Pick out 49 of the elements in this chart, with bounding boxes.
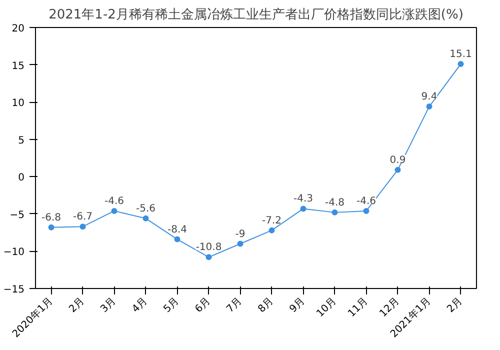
x-tick-label: 11月 xyxy=(346,296,370,320)
x-tick-label: 2月 xyxy=(67,296,87,315)
point xyxy=(426,104,432,110)
point xyxy=(142,215,149,222)
y-tick-label: 0 xyxy=(18,172,25,184)
data-label: -6.8 xyxy=(41,212,62,224)
data-label: -9 xyxy=(235,228,246,240)
point xyxy=(394,166,401,173)
point xyxy=(237,240,244,247)
data-label: -7.2 xyxy=(262,215,282,226)
y-tick-label: 20 xyxy=(12,24,25,34)
y-tick-label: −5 xyxy=(10,210,25,221)
data-label: 0.9 xyxy=(390,154,406,166)
data-label: -4.6 xyxy=(104,196,124,207)
x-tick-label: 2月 xyxy=(445,296,465,315)
data-label: -8.4 xyxy=(167,224,188,236)
x-tick-label: 7月 xyxy=(224,296,244,315)
point xyxy=(174,236,180,242)
point xyxy=(458,61,464,68)
x-tick-label: 8月 xyxy=(256,296,276,315)
y-tick-label: 5 xyxy=(18,135,25,146)
data-label: -4.3 xyxy=(293,194,314,205)
y-tick-label: −15 xyxy=(3,284,25,296)
point xyxy=(48,224,54,230)
x-tick-label: 9月 xyxy=(288,296,308,315)
chart-title: 2021年1-2月稀有稀土金属冶炼工业生产者出厂价格指数同比涨跌图(%) xyxy=(48,8,464,22)
x-tick-label: 3月 xyxy=(98,296,118,315)
x-tick-label: 10月 xyxy=(314,296,339,320)
y-tick-label: 15 xyxy=(12,60,25,72)
x-tick-label: 6月 xyxy=(193,296,213,315)
point xyxy=(363,208,370,214)
point xyxy=(332,209,338,216)
data-label: -10.8 xyxy=(196,242,222,254)
data-label: -4.6 xyxy=(356,196,376,207)
x-tick-label: 4月 xyxy=(130,296,150,315)
point xyxy=(80,224,86,230)
x-tick-label: 12月 xyxy=(378,296,402,320)
y-tick-label: −10 xyxy=(3,247,25,258)
data-label: -5.6 xyxy=(136,203,156,214)
data-label: -4.8 xyxy=(324,197,345,208)
y-tick-label: 10 xyxy=(12,98,25,110)
data-label: 9.4 xyxy=(421,92,438,103)
point xyxy=(111,208,118,214)
x-tick-label: 5月 xyxy=(162,296,182,315)
point xyxy=(206,254,212,260)
point xyxy=(268,227,275,234)
point xyxy=(300,206,306,212)
data-label: 15.1 xyxy=(450,49,472,60)
data-label: -6.7 xyxy=(72,212,93,223)
